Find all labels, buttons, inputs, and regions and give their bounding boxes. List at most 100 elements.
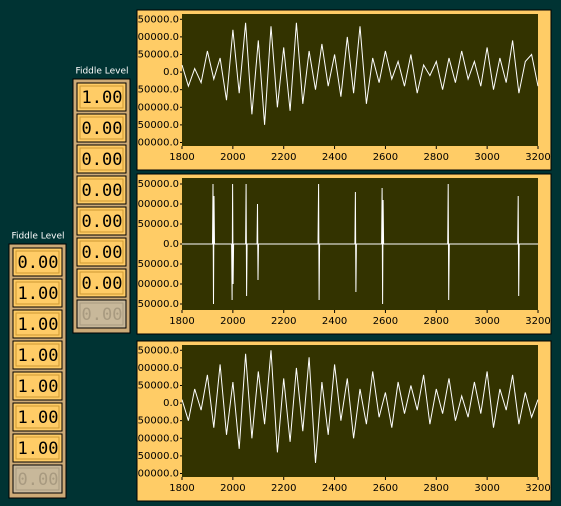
numeric-cell[interactable] xyxy=(12,433,63,463)
y-tick-label: 150000.0 xyxy=(131,14,179,25)
numeric-cell-inset xyxy=(15,250,60,274)
numeric-cell-inset xyxy=(79,240,124,264)
x-tick-label: 2400 xyxy=(322,483,347,494)
y-tick-label: -100000.0 xyxy=(128,279,179,290)
numeric-value: 1.00 xyxy=(18,315,59,335)
x-tick-label: 3200 xyxy=(525,316,550,327)
numeric-value: 0.00 xyxy=(82,305,123,325)
x-tick-label: 3200 xyxy=(525,152,550,163)
x-tick-label: 1800 xyxy=(169,483,194,494)
x-tick-label: 2200 xyxy=(271,316,296,327)
waveform-graph: 150000.0 100000.0 50000.0 0.0 -50000.0 -10000… xyxy=(128,9,552,171)
x-tick-label: 1800 xyxy=(169,316,194,327)
numeric-value: 1.00 xyxy=(82,88,123,108)
y-tick-label: 0.0 xyxy=(163,398,179,409)
y-tick-label: -150000.0 xyxy=(128,451,179,462)
numeric-cell[interactable] xyxy=(76,144,127,174)
numeric-cell-inset xyxy=(79,302,124,326)
y-tick-label: -200000.0 xyxy=(128,137,179,148)
numeric-cell[interactable] xyxy=(76,175,127,205)
y-tick-label: 50000.0 xyxy=(138,49,179,60)
y-tick-label: -50000.0 xyxy=(134,259,179,270)
numeric-cell[interactable] xyxy=(12,309,63,339)
numeric-value: 0.00 xyxy=(82,243,123,263)
numeric-cell[interactable] xyxy=(12,278,63,308)
y-tick-label: 0.0 xyxy=(163,239,179,250)
y-axis-labels: 150000.0 100000.0 50000.0 0.0 -50000.0 -10000… xyxy=(128,14,179,148)
array-label: Fiddle Level xyxy=(75,67,128,77)
numeric-cell-inset xyxy=(15,312,60,336)
x-tick-label: 2000 xyxy=(220,483,245,494)
x-tick-label: 2200 xyxy=(271,483,296,494)
y-axis-labels: 150000.0 100000.0 50000.0 0.0 -50000.0 -10000… xyxy=(128,179,179,310)
x-tick-label: 2600 xyxy=(373,152,398,163)
numeric-cell[interactable] xyxy=(12,247,63,277)
y-tick-label: -200000.0 xyxy=(128,468,179,479)
numeric-cell[interactable] xyxy=(76,82,127,112)
y-tick-label: -150000.0 xyxy=(128,120,179,131)
numeric-cell[interactable] xyxy=(76,299,127,329)
numeric-cell[interactable] xyxy=(12,464,63,494)
numeric-cell[interactable] xyxy=(76,237,127,267)
fiddle-level-array: Fiddle Level 0.00 1.00 1.00 1.00 1.00 1.00 1.00… xyxy=(8,232,67,499)
numeric-cell[interactable] xyxy=(12,340,63,370)
y-tick-label: 100000.0 xyxy=(131,363,179,374)
numeric-value: 1.00 xyxy=(18,439,59,459)
numeric-cell-inset xyxy=(15,467,60,491)
fiddle-level-array: Fiddle Level 1.00 0.00 0.00 0.00 0.00 0.00 0.00… xyxy=(72,67,131,334)
numeric-value: 0.00 xyxy=(82,274,123,294)
y-tick-label: 50000.0 xyxy=(138,380,179,391)
numeric-cell[interactable] xyxy=(76,206,127,236)
y-tick-label: 100000.0 xyxy=(131,32,179,43)
x-tick-label: 2400 xyxy=(322,316,347,327)
x-tick-label: 3000 xyxy=(474,152,499,163)
x-tick-label: 1800 xyxy=(169,152,194,163)
numeric-value: 0.00 xyxy=(82,119,123,139)
numeric-cell-inset xyxy=(15,343,60,367)
x-tick-label: 2200 xyxy=(271,152,296,163)
y-tick-label: -50000.0 xyxy=(134,416,179,427)
numeric-cell-inset xyxy=(15,405,60,429)
y-tick-label: -100000.0 xyxy=(128,433,179,444)
y-axis-labels: 150000.0 100000.0 50000.0 0.0 -50000.0 -10000… xyxy=(128,345,179,479)
y-tick-label: -100000.0 xyxy=(128,102,179,113)
numeric-cell-inset xyxy=(79,116,124,140)
numeric-cell[interactable] xyxy=(12,371,63,401)
numeric-value: 0.00 xyxy=(82,150,123,170)
numeric-cell-inset xyxy=(15,374,60,398)
x-tick-label: 3000 xyxy=(474,316,499,327)
numeric-cell[interactable] xyxy=(76,268,127,298)
numeric-cell-inset xyxy=(79,85,124,109)
x-tick-label: 2000 xyxy=(220,152,245,163)
x-tick-label: 3000 xyxy=(474,483,499,494)
numeric-value: 1.00 xyxy=(18,284,59,304)
x-tick-label: 2000 xyxy=(220,316,245,327)
numeric-value: 0.00 xyxy=(18,470,59,490)
x-tick-label: 2400 xyxy=(322,152,347,163)
array-label: Fiddle Level xyxy=(11,232,64,242)
numeric-cell-inset xyxy=(79,271,124,295)
x-tick-label: 2800 xyxy=(424,316,449,327)
numeric-value: 0.00 xyxy=(82,181,123,201)
numeric-value: 1.00 xyxy=(18,377,59,397)
numeric-cell-inset xyxy=(15,281,60,305)
numeric-cell[interactable] xyxy=(76,113,127,143)
y-tick-label: 100000.0 xyxy=(131,199,179,210)
numeric-value: 0.00 xyxy=(18,253,59,273)
waveform-graph: 150000.0 100000.0 50000.0 0.0 -50000.0 -10000… xyxy=(128,340,552,502)
y-tick-label: 150000.0 xyxy=(131,179,179,190)
y-tick-label: -50000.0 xyxy=(134,85,179,96)
y-tick-label: -150000.0 xyxy=(128,299,179,310)
x-tick-label: 2600 xyxy=(373,483,398,494)
numeric-value: 1.00 xyxy=(18,408,59,428)
numeric-cell-inset xyxy=(79,209,124,233)
numeric-cell[interactable] xyxy=(12,402,63,432)
y-tick-label: 0.0 xyxy=(163,67,179,78)
x-tick-label: 3200 xyxy=(525,483,550,494)
numeric-cell-inset xyxy=(15,436,60,460)
numeric-value: 0.00 xyxy=(82,212,123,232)
waveform-line xyxy=(181,350,539,463)
waveform-line xyxy=(182,183,538,305)
